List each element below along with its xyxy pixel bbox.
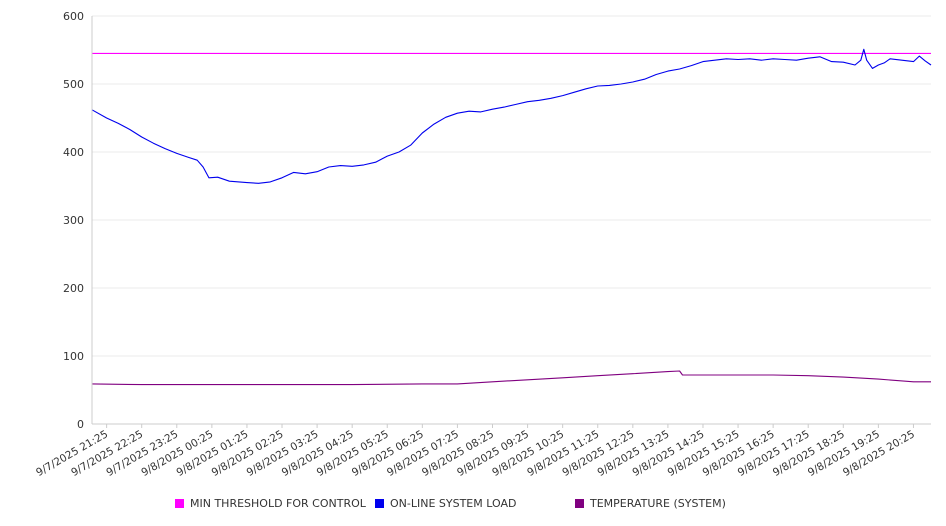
series-line-2 <box>91 48 932 184</box>
y-tick-label: 600 <box>63 10 84 23</box>
y-tick-label: 0 <box>77 418 84 431</box>
legend-swatch <box>175 499 184 508</box>
gridlines <box>92 15 931 357</box>
y-tick-label: 400 <box>63 146 84 159</box>
axes <box>91 16 931 428</box>
series-line-3 <box>91 370 931 386</box>
series-lines <box>91 48 932 386</box>
x-axis-tick-labels: 9/7/2025 21:259/7/2025 22:259/7/2025 23:… <box>34 428 917 479</box>
y-tick-label: 500 <box>63 78 84 91</box>
legend-swatch <box>375 499 384 508</box>
legend-item: ON-LINE SYSTEM LOAD <box>375 497 516 510</box>
chart-legend: MIN THRESHOLD FOR CONTROL ON-LINE SYSTEM … <box>0 497 946 515</box>
y-tick-label: 300 <box>63 214 84 227</box>
legend-label: ON-LINE SYSTEM LOAD <box>390 497 517 510</box>
legend-label: TEMPERATURE (SYSTEM) <box>590 497 726 510</box>
y-tick-label: 200 <box>63 282 84 295</box>
legend-swatch <box>575 499 584 508</box>
y-tick-label: 100 <box>63 350 84 363</box>
legend-item: TEMPERATURE (SYSTEM) <box>575 497 726 510</box>
y-axis-tick-labels: 0 100 200 300 400 500 600 <box>63 10 84 431</box>
legend-label: MIN THRESHOLD FOR CONTROL <box>190 497 366 510</box>
legend-item: MIN THRESHOLD FOR CONTROL <box>175 497 366 510</box>
